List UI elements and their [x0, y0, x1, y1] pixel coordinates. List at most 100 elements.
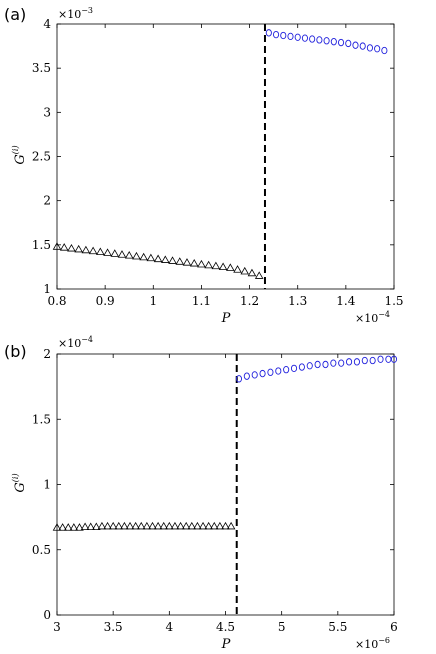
triangle-point	[204, 521, 213, 530]
triangle-point	[181, 521, 191, 530]
triangle-point	[240, 266, 250, 275]
x-tick-label: 1.3	[288, 294, 307, 308]
triangle-point	[233, 265, 242, 273]
triangle-point	[110, 249, 120, 257]
triangle-point	[124, 251, 134, 259]
circle-point	[366, 44, 373, 52]
circle-point	[323, 37, 330, 45]
x-tick-label: 1.4	[336, 294, 355, 308]
x-tick-label: 0.8	[47, 294, 66, 308]
circle-point	[381, 46, 388, 55]
triangle-point	[80, 522, 90, 531]
x-tick-label: 1	[149, 294, 157, 308]
triangle-point	[63, 523, 73, 531]
series-triangles	[52, 242, 264, 279]
triangle-point	[97, 521, 107, 530]
triangle-point	[218, 262, 228, 271]
y-tick-label: 1.5	[32, 238, 51, 252]
triangle-point	[168, 256, 177, 264]
circle-point	[265, 29, 272, 37]
triangle-point	[69, 523, 79, 531]
y-tick-label: 2.5	[32, 150, 51, 164]
circle-point	[272, 30, 280, 39]
x-tick-label: 1.2	[240, 294, 259, 308]
triangle-point	[58, 523, 67, 531]
triangle-point	[74, 244, 83, 253]
series-triangles	[52, 521, 236, 531]
circle-point	[243, 372, 250, 380]
y-tick-label: 3	[43, 105, 51, 119]
circle-point	[385, 355, 392, 363]
circle-point	[316, 36, 323, 44]
circle-point	[275, 367, 282, 375]
y-tick-label: 0.5	[32, 543, 51, 557]
triangle-point	[153, 254, 163, 263]
triangle-point	[108, 521, 118, 530]
y-tick-label: 0	[43, 608, 51, 622]
y-axis-label: G(i)	[11, 473, 28, 492]
triangle-point	[187, 521, 197, 530]
triangle-point	[92, 522, 101, 531]
plot-frame	[56, 353, 395, 616]
x-tick-label: 5	[278, 620, 286, 634]
circle-point	[374, 45, 381, 53]
circle-point	[298, 363, 305, 371]
triangle-point	[86, 522, 95, 531]
triangle-point	[139, 252, 148, 261]
circle-point	[314, 360, 321, 369]
x-tick-label: 6	[390, 620, 398, 634]
circle-point	[338, 359, 345, 367]
y-multiplier: ×10−4	[58, 335, 93, 350]
y-tick-label: 3.5	[32, 61, 51, 75]
triangle-point	[215, 521, 225, 530]
series-circles	[265, 29, 388, 55]
triangle-point	[247, 268, 257, 277]
y-multiplier-exponent: −3	[81, 6, 93, 15]
triangle-point	[189, 258, 199, 267]
triangle-point	[103, 248, 112, 256]
x-tick-label: 0.9	[96, 294, 115, 308]
circle-point	[346, 358, 353, 366]
x-tick-label: 1.5	[384, 294, 403, 308]
triangle-point	[67, 243, 76, 252]
triangle-point	[193, 521, 202, 530]
x-tick-label: 4.5	[216, 620, 235, 634]
y-tick-label: 1.5	[32, 412, 51, 426]
triangle-point	[209, 521, 219, 530]
triangle-point	[146, 253, 156, 262]
triangle-point	[198, 521, 208, 530]
circle-point	[309, 35, 316, 43]
y-axis-label-superscript: (i)	[11, 473, 20, 482]
triangle-point	[153, 521, 163, 530]
x-multiplier: ×10−4	[355, 310, 390, 325]
circle-point	[359, 42, 366, 50]
circle-point	[330, 359, 337, 367]
triangle-point	[132, 251, 141, 260]
triangle-point	[75, 523, 84, 531]
x-tick-label: 1.1	[192, 294, 211, 308]
panel-label: (a)	[4, 5, 26, 24]
x-tick-label: 5.5	[328, 620, 347, 634]
x-multiplier-exponent: −4	[378, 310, 390, 319]
triangle-point	[88, 246, 98, 255]
circle-point	[322, 360, 329, 369]
x-tick-label: 4	[166, 620, 174, 634]
triangle-point	[170, 521, 180, 530]
y-tick-label: 4	[43, 17, 51, 31]
circle-point	[377, 355, 384, 363]
circle-point	[267, 368, 274, 376]
triangle-point	[142, 521, 152, 530]
y-tick-label: 1	[43, 282, 51, 296]
circle-point	[283, 366, 290, 374]
y-tick-label: 2	[43, 347, 51, 361]
y-axis-label-superscript: (i)	[11, 145, 20, 154]
circle-point	[352, 41, 359, 49]
circle-point	[361, 356, 368, 365]
panel-b: (b) 3 3.5 4 4.5 5 5.5 6 0 0.5 1 1.5 2 P G(i) ×10−6 ×10−4	[4, 335, 398, 652]
circle-point	[235, 375, 243, 383]
circle-point	[259, 369, 266, 378]
triangle-point	[226, 521, 236, 530]
x-tick-label: 3.5	[104, 620, 123, 634]
circle-point	[330, 38, 337, 46]
